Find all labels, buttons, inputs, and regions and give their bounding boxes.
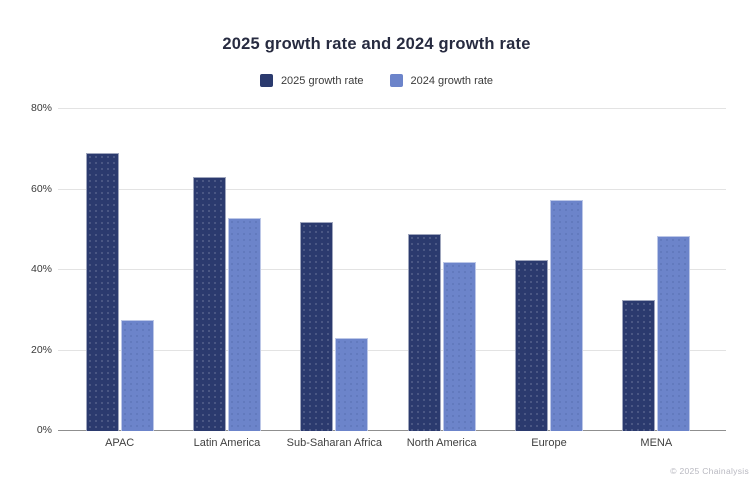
- bar-2025-sub-saharan-africa: [300, 221, 334, 431]
- bar-group-apac: APAC: [66, 109, 173, 449]
- y-tick-label-0: 0%: [36, 424, 52, 436]
- gridline-60: 60%: [31, 183, 726, 194]
- bar-2024-mena: [657, 235, 691, 431]
- bar-2024-latin-america: [227, 217, 261, 431]
- bar-2025-latin-america: [192, 177, 226, 431]
- gridline-20: 20%: [31, 344, 726, 355]
- bar-2024-europe: [549, 199, 583, 431]
- legend-item-2024: 2024 growth rate: [389, 74, 494, 87]
- x-category-label-apac: APAC: [105, 437, 135, 449]
- bar-2024-north-america: [442, 261, 476, 431]
- chart-title: 2025 growth rate and 2024 growth rate: [222, 35, 531, 53]
- x-category-label-north-america: North America: [406, 437, 477, 449]
- legend-swatch-2025: [259, 74, 273, 87]
- x-category-label-sub-saharan-africa: Sub-Saharan Africa: [286, 437, 383, 449]
- copyright-footer: © 2025 Chainalysis: [670, 466, 749, 476]
- bar-2025-north-america: [407, 233, 441, 431]
- gridline-40: 40%: [31, 264, 726, 274]
- x-category-label-mena: MENA: [640, 437, 673, 449]
- gridline-80: 80%: [31, 103, 726, 113]
- bar-group-europe: Europe: [495, 109, 602, 449]
- x-axis-line: 0%: [37, 425, 726, 435]
- bar-group-mena: MENA: [603, 109, 710, 449]
- bar-2025-mena: [622, 300, 656, 431]
- bar-group-sub-saharan-africa: Sub-Saharan Africa: [281, 109, 388, 449]
- plot-area: 0% 20% 40% 60% 80% APAC Latin America Sub-Saha…: [31, 103, 726, 449]
- y-tick-label-60: 60%: [30, 182, 52, 195]
- y-tick-label-20: 20%: [30, 343, 52, 356]
- bar-group-latin-america: Latin America: [173, 109, 280, 449]
- x-category-label-europe: Europe: [531, 437, 567, 449]
- legend: 2025 growth rate 2024 growth rate: [0, 74, 753, 87]
- legend-label-2025: 2025 growth rate: [280, 74, 364, 87]
- bar-2025-apac: [85, 153, 119, 431]
- bar-2024-apac: [120, 320, 154, 431]
- legend-item-2025: 2025 growth rate: [259, 74, 364, 87]
- legend-label-2024: 2024 growth rate: [410, 74, 494, 87]
- y-tick-label-40: 40%: [30, 263, 52, 275]
- y-tick-label-80: 80%: [30, 102, 52, 114]
- legend-swatch-2024: [389, 74, 403, 87]
- bar-2024-sub-saharan-africa: [335, 338, 369, 431]
- bar-group-north-america: North America: [388, 109, 495, 449]
- x-category-label-latin-america: Latin America: [193, 437, 261, 449]
- bar-2025-europe: [514, 259, 548, 431]
- bar-groups: APAC Latin America Sub-Saharan Africa North…: [66, 109, 710, 449]
